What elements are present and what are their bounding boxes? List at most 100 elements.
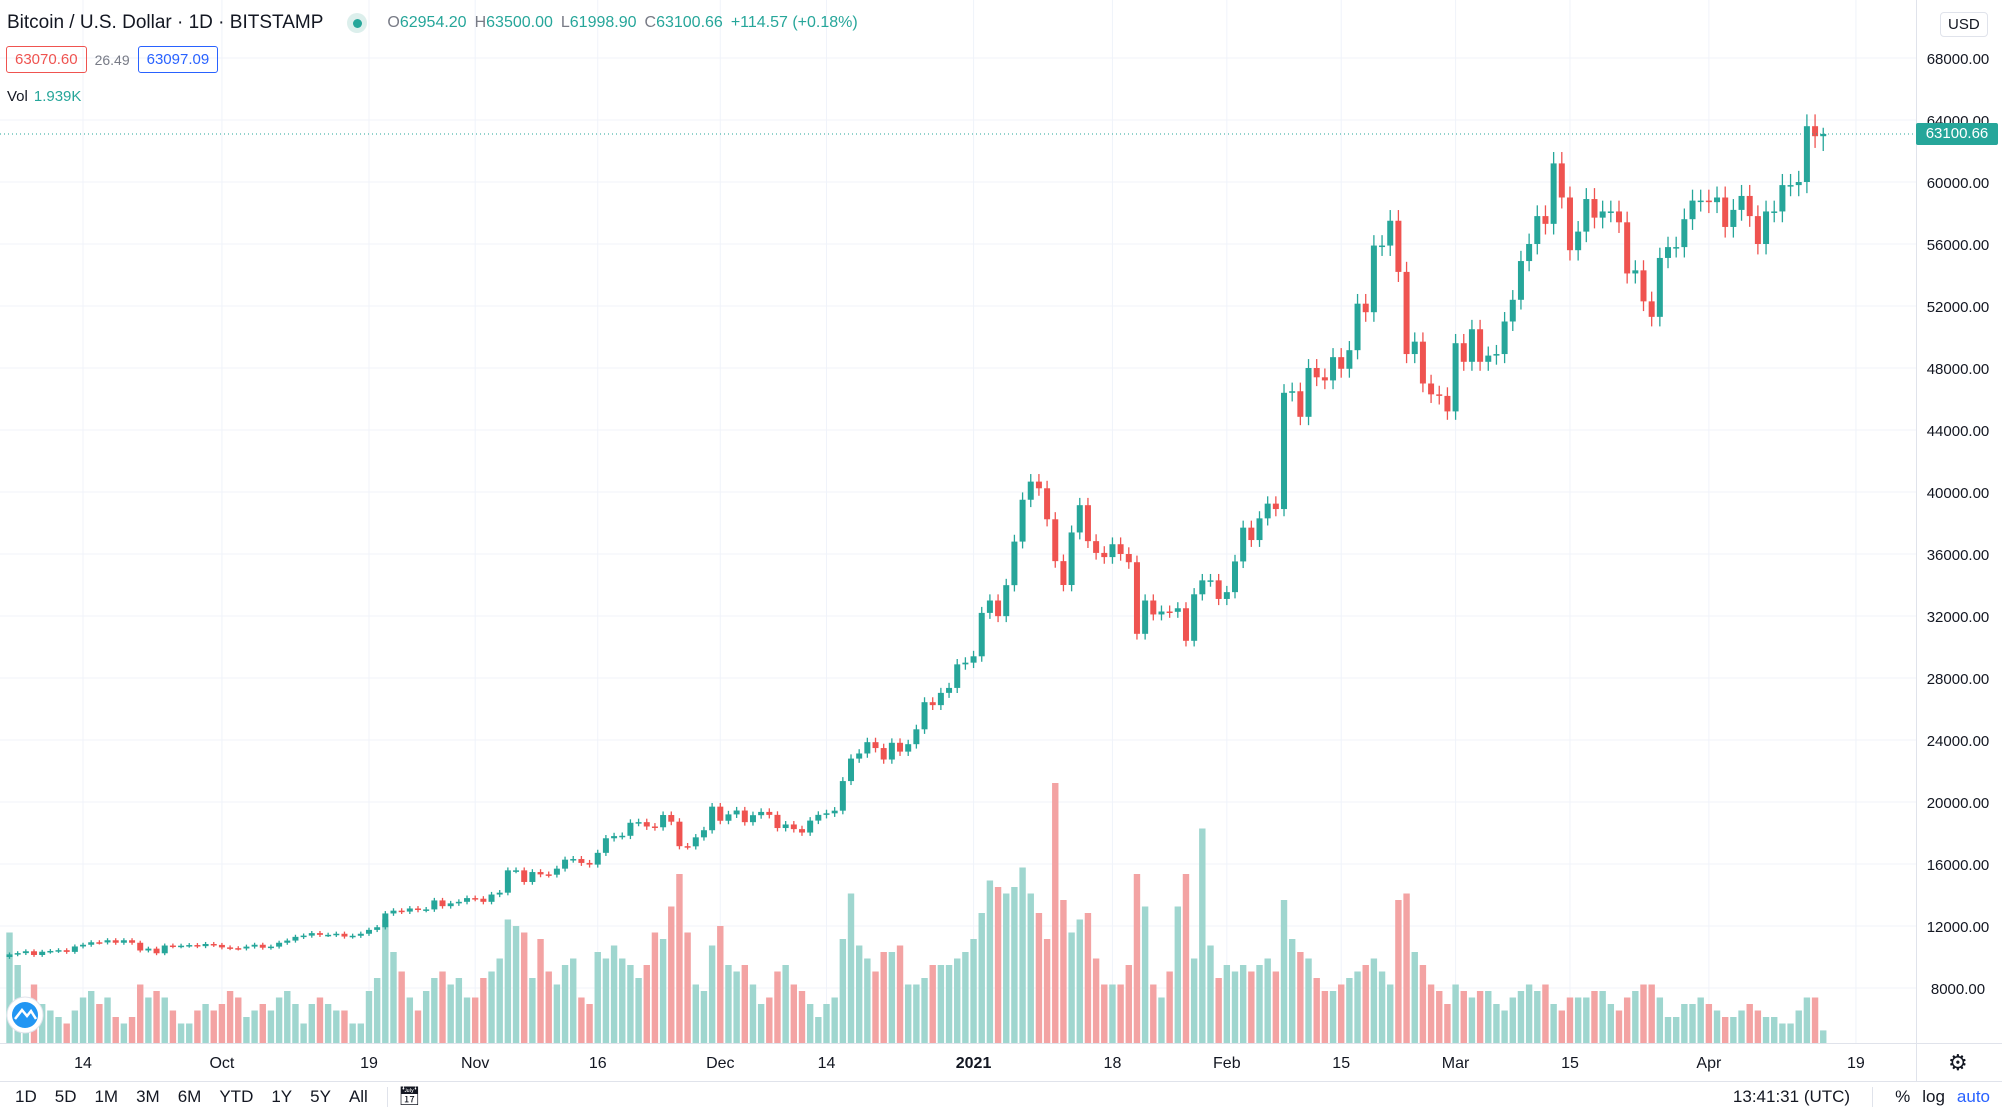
range-3m[interactable]: 3M — [136, 1086, 160, 1106]
currency-button[interactable]: USD — [1940, 12, 1988, 37]
candle-body — [815, 814, 822, 821]
range-1d[interactable]: 1D — [15, 1086, 37, 1106]
sell-price-button[interactable]: 63070.60 — [6, 46, 87, 73]
volume-bar — [1280, 900, 1288, 1043]
range-5d[interactable]: 5D — [54, 1086, 77, 1106]
candle-body — [243, 946, 250, 949]
volume-bar — [414, 1010, 422, 1043]
volume-bar — [578, 997, 585, 1043]
volume-bar — [1738, 1010, 1745, 1043]
candle-body — [651, 826, 658, 828]
candle-body — [1648, 301, 1655, 317]
volume-bar — [659, 939, 667, 1043]
volume-bar — [1558, 1010, 1565, 1043]
volume-bar — [308, 1004, 315, 1043]
candle-body — [1820, 133, 1827, 137]
log-scale-toggle[interactable]: log — [1922, 1086, 1945, 1106]
volume-bar — [1566, 997, 1574, 1043]
candle-body — [1705, 200, 1712, 203]
volume-bar — [1117, 984, 1124, 1043]
candle-body — [55, 950, 62, 952]
candle-body — [1730, 209, 1737, 227]
time-tick-label: 14 — [74, 1055, 92, 1072]
candle-body — [668, 815, 675, 822]
volume-bar — [1378, 971, 1386, 1043]
volume-label[interactable]: Vol — [7, 88, 28, 105]
settings-gear-icon[interactable]: ⚙ — [1948, 1050, 1968, 1075]
clock-time[interactable]: 13:41:31 (UTC) — [1732, 1086, 1851, 1106]
volume-bar — [561, 965, 569, 1043]
volume-bar — [1256, 965, 1263, 1043]
candle-body — [619, 835, 626, 838]
candle-body — [1044, 488, 1051, 520]
candle-body — [1125, 554, 1132, 563]
volume-bar — [945, 965, 953, 1043]
volume-bar — [1223, 965, 1231, 1043]
volume-bar — [733, 971, 740, 1043]
range-6m[interactable]: 6M — [177, 1086, 202, 1106]
auto-scale-toggle[interactable]: auto — [1956, 1086, 1990, 1106]
volume-bar — [978, 913, 985, 1043]
candle-body — [455, 901, 462, 904]
volume-bar — [284, 991, 291, 1043]
volume-bar — [1599, 991, 1606, 1043]
volume-bar — [684, 932, 691, 1043]
bottom-toolbar: 1D 5D 1M 3M 6M YTD 1Y 5Y All 📅︎ 13:41:31… — [0, 1081, 2002, 1111]
candle-body — [308, 933, 315, 936]
volume-bar — [186, 1023, 193, 1043]
symbol-title[interactable]: Bitcoin / U.S. Dollar · 1D · BITSTAMP — [7, 12, 324, 33]
ohlc-values: O62954.20 H63500.00 L61998.90 C63100.66 … — [387, 14, 857, 32]
volume-bar — [1460, 991, 1467, 1043]
candle-body — [423, 909, 430, 911]
price-tick-label: 8000.00 — [1931, 981, 1985, 998]
volume-bar — [390, 952, 397, 1043]
close-value: 63100.66 — [656, 14, 723, 31]
range-1y[interactable]: 1Y — [271, 1086, 293, 1106]
logo-icon[interactable] — [6, 996, 44, 1034]
price-chart[interactable]: 68000.0064000.0060000.0056000.0052000.00… — [0, 0, 2002, 1081]
volume-bar — [333, 1010, 340, 1043]
price-tick-label: 52000.00 — [1927, 299, 1990, 316]
candle-body — [790, 824, 797, 830]
volume-bar — [610, 945, 618, 1043]
candle-body — [1714, 197, 1721, 203]
go-to-date-icon[interactable]: 📅︎ — [397, 1086, 421, 1106]
price-axis[interactable]: 68000.0064000.0060000.0056000.0052000.00… — [1927, 51, 1990, 998]
range-5y[interactable]: 5Y — [310, 1086, 331, 1106]
candle-body — [349, 935, 356, 938]
range-ytd[interactable]: YTD — [219, 1086, 254, 1106]
volume-bar — [692, 984, 699, 1043]
percent-scale-toggle[interactable]: % — [1895, 1086, 1911, 1106]
candle-body — [1346, 350, 1353, 369]
volume-bar — [422, 991, 430, 1043]
candle-body — [80, 944, 87, 947]
candle-body — [1738, 195, 1745, 210]
volume-bar — [1444, 1004, 1451, 1043]
volume-bar — [880, 952, 887, 1043]
volume-bar — [1615, 1010, 1623, 1043]
candle-body — [1264, 503, 1271, 519]
range-all[interactable]: All — [348, 1086, 368, 1106]
volume-bar — [1452, 984, 1459, 1043]
volume-bar — [545, 971, 552, 1043]
volume-bar — [1288, 939, 1296, 1043]
buy-price-button[interactable]: 63097.09 — [137, 46, 219, 73]
candle-body — [1436, 394, 1443, 396]
candle-body — [31, 951, 38, 955]
volume-bar — [398, 971, 405, 1043]
range-1m[interactable]: 1M — [94, 1086, 119, 1106]
candle-body — [611, 836, 618, 839]
candle-body — [1763, 211, 1770, 244]
price-tick-label: 28000.00 — [1927, 671, 1990, 688]
volume-bar — [1656, 997, 1664, 1043]
volume-bar — [774, 971, 781, 1043]
time-axis[interactable]: 14 Oct 19 Nov 16 Dec 14 2021 18 Feb 15 Mar 15 Apr 19 — [74, 1055, 1865, 1072]
volume-bar — [1101, 984, 1108, 1043]
volume-bar — [1550, 1004, 1557, 1043]
volume-bar — [627, 965, 634, 1043]
candle-body — [464, 898, 471, 902]
volume-bar — [1354, 971, 1361, 1043]
candle-body — [210, 943, 217, 946]
volume-bar — [1771, 1017, 1778, 1043]
candle-body — [1101, 552, 1108, 558]
